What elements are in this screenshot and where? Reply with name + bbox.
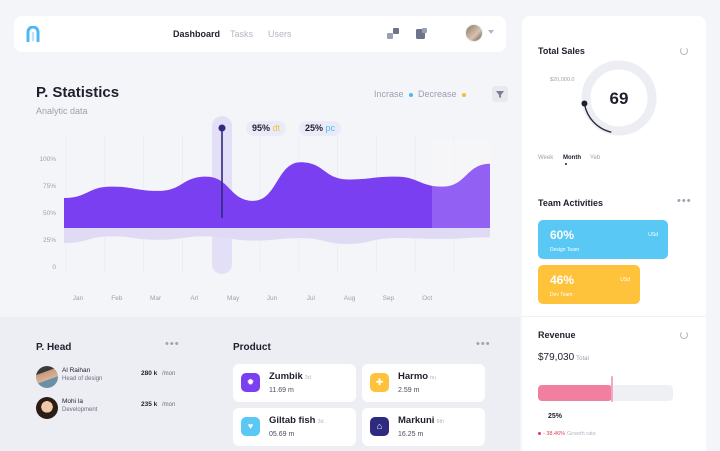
person-role: Development xyxy=(62,407,98,413)
decrease-dot xyxy=(461,92,466,97)
filter-button[interactable] xyxy=(492,86,508,102)
notes-icon[interactable] xyxy=(414,27,428,41)
increase-dot xyxy=(408,92,413,97)
heart-icon: ♥ xyxy=(241,417,260,436)
ring-knob xyxy=(581,100,588,107)
product-value: 2.59 m xyxy=(398,387,420,394)
revenue-percent: 25% xyxy=(548,413,563,420)
sales-value: 69 xyxy=(609,89,629,108)
ring-track xyxy=(581,60,657,136)
total-sales-title: Total Sales xyxy=(538,46,585,56)
growth-dot xyxy=(538,432,541,436)
pill-value: 95% xyxy=(252,123,271,133)
product-card[interactable]: ✹ Zumbik 3d 11.69 m xyxy=(233,364,356,402)
product-sub: 3d xyxy=(304,375,311,381)
product-name: Harmo xyxy=(398,371,429,382)
tab-tasks[interactable]: Tasks xyxy=(230,29,254,39)
person-row[interactable]: Mohi la Development 235 k /mon xyxy=(36,396,181,422)
revenue-bar-fill xyxy=(538,385,613,401)
revenue-label: Total xyxy=(576,356,589,362)
statistics-subtitle: Analytic data xyxy=(36,106,88,116)
refresh-icon[interactable] xyxy=(680,47,688,55)
stat-pill-95: 95% dt xyxy=(246,121,287,136)
product-sub: nu xyxy=(430,375,437,381)
product-name: Giltab fish xyxy=(269,415,316,426)
period-indicator xyxy=(565,163,567,165)
top-navbar: Dashboard Tasks Users xyxy=(14,16,506,52)
team-name: Design Team xyxy=(550,247,580,253)
legend-increase: Incrase xyxy=(374,89,413,99)
user-avatar[interactable] xyxy=(465,24,483,42)
team-unit: USd xyxy=(648,232,658,238)
pill-value: 25% xyxy=(305,123,324,133)
revenue-value: $79,030 Total xyxy=(538,352,589,363)
growth-value: - 38.46% xyxy=(543,431,566,437)
team-unit: USd xyxy=(620,277,630,283)
person-row[interactable]: Al Raihan Head of design 280 k /mon xyxy=(36,365,181,391)
product-value: 16.25 m xyxy=(398,431,424,438)
product-card[interactable]: ♥ Giltab fish 3d 05.69 m xyxy=(233,408,356,446)
product-card[interactable]: ✚ Harmo nu 2.59 m xyxy=(362,364,485,402)
period-week[interactable]: Week xyxy=(538,155,554,161)
puzzle-icon: ✚ xyxy=(370,373,389,392)
period-month[interactable]: Month xyxy=(563,155,581,161)
house-icon: ⌂ xyxy=(370,417,389,436)
team-percent: 60% xyxy=(550,228,575,242)
product-sub: 3d xyxy=(317,419,324,425)
legend-decrease-label: Decrease xyxy=(418,89,457,99)
growth-label: Growth rate xyxy=(567,431,596,437)
filter-icon xyxy=(496,91,504,98)
logo-icon[interactable] xyxy=(26,26,40,42)
team-activities-title: Team Activities xyxy=(538,198,604,208)
tab-dashboard[interactable]: Dashboard xyxy=(173,29,221,39)
person-role: Head of design xyxy=(62,376,103,382)
product-card[interactable]: ⌂ Markuni 6th 16.25 m xyxy=(362,408,485,446)
grid-icon[interactable] xyxy=(386,27,400,41)
product-sub: 6th xyxy=(436,419,445,425)
pill-unit: pc xyxy=(325,123,336,133)
android-icon: ✹ xyxy=(241,373,260,392)
more-icon[interactable]: ••• xyxy=(476,338,491,350)
team-card-design[interactable]: 60% Design Team USd xyxy=(538,220,668,259)
product-name: Zumbik xyxy=(269,371,303,382)
product-value: 11.69 m xyxy=(269,387,294,394)
team-card-dev[interactable]: 46% Dev Team USd xyxy=(538,265,640,304)
person-name: Al Raihan xyxy=(62,367,91,374)
avatar xyxy=(36,397,58,419)
tab-users[interactable]: Users xyxy=(268,29,292,39)
person-amount: 280 k xyxy=(141,370,158,377)
phead-title: P. Head xyxy=(36,342,72,353)
revenue-growth: - 38.46% Growth rate xyxy=(538,431,596,437)
person-period: /mon xyxy=(162,371,176,377)
revenue-title: Revenue xyxy=(538,330,576,340)
product-value: 05.69 m xyxy=(269,431,295,438)
chevron-down-icon[interactable] xyxy=(488,30,494,34)
person-amount: 235 k xyxy=(141,401,158,408)
period-year[interactable]: Yeb xyxy=(590,155,601,161)
avatar xyxy=(36,366,58,388)
team-name: Dev Team xyxy=(550,292,573,298)
legend-decrease: Decrease xyxy=(418,89,466,99)
person-name: Mohi la xyxy=(62,398,83,405)
pill-unit: dt xyxy=(272,123,281,133)
legend-increase-label: Incrase xyxy=(374,89,404,99)
revenue-marker xyxy=(611,376,614,402)
divider xyxy=(522,316,706,317)
statistics-title: P. Statistics xyxy=(36,84,120,101)
ring-inner xyxy=(593,72,645,124)
product-name: Markuni xyxy=(398,415,435,426)
person-period: /mon xyxy=(162,402,176,408)
sales-target: $20,000.0 xyxy=(550,77,575,83)
more-icon[interactable]: ••• xyxy=(677,195,692,207)
product-title: Product xyxy=(233,342,271,353)
refresh-icon[interactable] xyxy=(680,331,688,339)
team-percent: 46% xyxy=(550,273,575,287)
stat-pill-25: 25% pc xyxy=(299,121,342,136)
ring-progress xyxy=(583,103,612,133)
revenue-amount: $79,030 xyxy=(538,352,575,363)
more-icon[interactable]: ••• xyxy=(165,338,180,350)
